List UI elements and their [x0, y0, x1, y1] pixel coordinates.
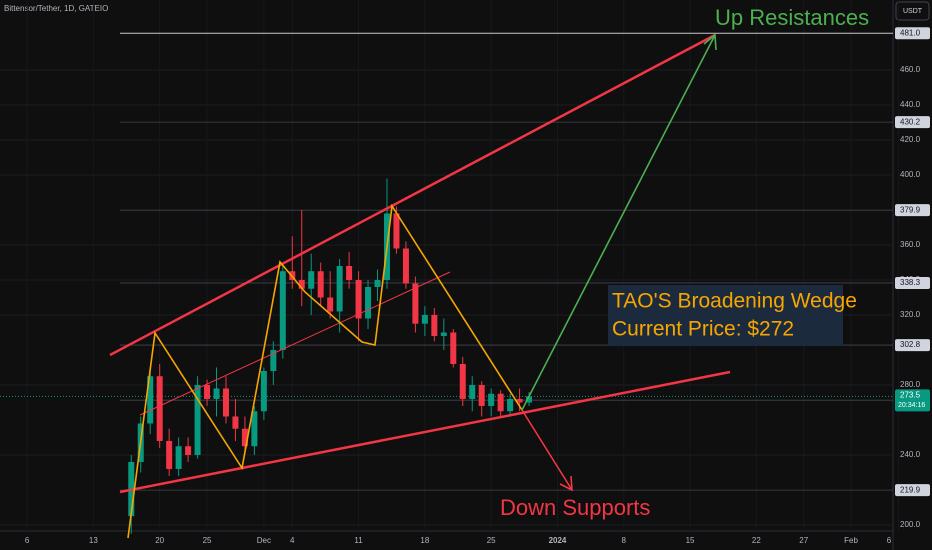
y-tick-label: 460.0: [900, 65, 921, 74]
up-arrow: [521, 34, 716, 411]
x-tick-label: 27: [799, 536, 808, 545]
x-tick-label: 25: [203, 536, 212, 545]
x-tick-label: Feb: [844, 536, 858, 545]
candle-body: [336, 265, 343, 312]
candle-body: [213, 388, 220, 399]
candle-body: [393, 213, 400, 249]
candle-body: [346, 265, 353, 280]
candle-body: [421, 314, 428, 324]
y-tick-label: 200.0: [900, 520, 921, 529]
candle-body: [516, 398, 523, 403]
level-label: 338.3: [900, 278, 921, 287]
candle-body: [204, 384, 211, 399]
down-arrowhead: [559, 475, 573, 492]
candle-body: [270, 349, 277, 371]
x-tick-label: 4: [290, 536, 295, 545]
candle-body: [260, 370, 267, 412]
note-price: Current Price: $272: [612, 318, 794, 341]
candle-body: [507, 398, 514, 412]
candle-body: [251, 411, 258, 447]
mid-trendline: [139, 271, 451, 416]
candle-body: [147, 376, 154, 424]
down-arrow: [521, 409, 573, 491]
y-tick-label: 240.0: [900, 450, 921, 459]
level-label: 302.8: [900, 340, 921, 349]
price-tag: [895, 389, 930, 412]
up-arrowhead: [703, 33, 717, 51]
candle-body: [526, 396, 533, 403]
level-tag: [895, 116, 930, 129]
y-tick-label: 400.0: [900, 170, 921, 179]
up-label: Up Resistances: [715, 5, 869, 30]
level-label: 481.0: [900, 28, 921, 37]
chart-title: Bittensor/Tether, 1D, GATEIO: [4, 4, 108, 13]
zigzag: [127, 203, 523, 539]
countdown: 20:34:16: [898, 402, 925, 409]
candle-body: [459, 363, 466, 399]
level-label: 379.9: [900, 205, 921, 214]
level-tag: [895, 339, 930, 352]
level-tag: [895, 27, 930, 40]
level-label: 219.9: [900, 485, 921, 494]
level-tag: [895, 204, 930, 217]
y-tick-label: 420.0: [900, 135, 921, 144]
candle-body: [450, 332, 457, 364]
candle-body: [175, 446, 182, 469]
x-tick-label: Dec: [257, 536, 271, 545]
down-label: Down Supports: [500, 495, 650, 520]
x-tick-label: 2024: [549, 536, 567, 545]
candle-body: [156, 376, 163, 441]
note-box: [608, 285, 843, 346]
candle-body: [241, 428, 248, 447]
note-title: TAO'S Broadening Wedge: [612, 290, 857, 313]
y-tick-label: 360.0: [900, 240, 921, 249]
candle-body: [317, 271, 324, 298]
candle-body: [166, 440, 173, 469]
currency-button[interactable]: [895, 1, 930, 21]
candle-body: [194, 384, 201, 455]
candle-body: [431, 314, 438, 336]
candle-body: [440, 332, 447, 336]
candle-body: [308, 271, 315, 289]
x-tick-label: 20: [155, 536, 164, 545]
price-axis: [893, 0, 932, 550]
price-label: 273.5: [900, 390, 921, 399]
x-tick-label: 22: [752, 536, 761, 545]
x-tick-label: 15: [686, 536, 695, 545]
candle-body: [478, 384, 485, 406]
candle-body: [355, 279, 362, 319]
currency[interactable]: USDT: [903, 8, 923, 15]
level-label: 430.2: [900, 117, 921, 126]
level-tag: [895, 276, 930, 289]
x-tick-label: 18: [420, 536, 429, 545]
x-tick-label: 25: [487, 536, 496, 545]
candle-body: [497, 393, 504, 412]
x-tick-label: 6: [887, 536, 892, 545]
x-tick-label: 6: [25, 536, 30, 545]
candle-body: [279, 271, 286, 350]
x-tick-label: 8: [622, 536, 627, 545]
candle-body: [222, 388, 229, 417]
candle-body: [298, 279, 305, 289]
drawings: [109, 33, 731, 539]
candle-body: [185, 446, 192, 455]
candle-body: [232, 416, 239, 429]
upper-trendline: [109, 33, 716, 357]
candle-body: [412, 283, 419, 324]
y-tick-label: 280.0: [900, 380, 921, 389]
candle-body: [402, 248, 409, 284]
candle-body: [365, 286, 372, 319]
x-tick-label: 11: [354, 536, 363, 545]
candle-body: [469, 384, 476, 399]
candle-body: [374, 279, 381, 287]
level-tag: [895, 484, 930, 497]
y-tick-label: 320.0: [900, 310, 921, 319]
lower-trendline: [119, 370, 731, 494]
candle-body: [327, 297, 334, 312]
y-tick-label: 440.0: [900, 100, 921, 109]
x-tick-label: 13: [89, 536, 98, 545]
candle-body: [488, 393, 495, 406]
